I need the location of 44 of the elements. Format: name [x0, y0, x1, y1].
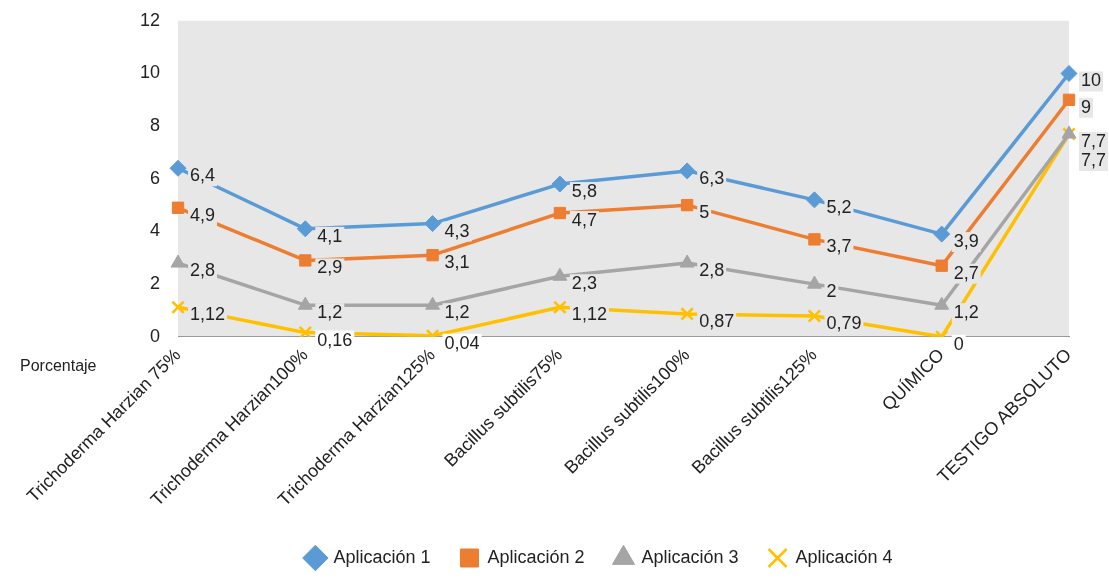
y-axis-title: Porcentaje — [20, 357, 97, 375]
data-label: 6,3 — [699, 167, 725, 188]
legend-label: Aplicación 2 — [487, 546, 585, 567]
data-label: 7,7 — [1081, 150, 1107, 171]
data-label: 0,16 — [317, 329, 353, 350]
data-label: 0,79 — [826, 312, 862, 333]
y-tick-label: 12 — [139, 9, 161, 30]
data-label: 4,1 — [317, 225, 343, 246]
data-label: 5 — [699, 202, 710, 223]
data-label: 1,2 — [317, 302, 343, 323]
y-tick-label: 2 — [150, 273, 161, 294]
data-label: 5,8 — [571, 181, 597, 202]
data-label: 2,8 — [190, 260, 216, 281]
data-label: 3,1 — [444, 252, 470, 273]
data-label: 2,8 — [699, 260, 725, 281]
data-label: 4,7 — [571, 210, 597, 231]
data-label: 2,7 — [953, 262, 979, 283]
legend-label: Aplicación 4 — [795, 546, 893, 567]
data-label: 0,87 — [699, 310, 735, 331]
y-tick-label: 6 — [150, 167, 161, 188]
data-label: 7,7 — [1081, 131, 1107, 152]
legend-label: Aplicación 1 — [333, 546, 431, 567]
data-label: 4,9 — [190, 204, 216, 225]
data-label: 4,3 — [444, 220, 470, 241]
data-label: 6,4 — [190, 165, 216, 186]
data-label: 3,7 — [826, 236, 852, 257]
data-label: 5,2 — [826, 196, 852, 217]
data-label: 1,12 — [190, 304, 226, 325]
data-label: 0,04 — [444, 332, 480, 353]
data-label: 1,12 — [571, 304, 607, 325]
legend-label: Aplicación 3 — [641, 546, 739, 567]
y-tick-label: 10 — [139, 62, 161, 83]
data-label: 3,9 — [953, 231, 979, 252]
y-tick-label: 4 — [150, 220, 161, 241]
data-label: 1,2 — [444, 302, 470, 323]
data-label: 2,3 — [571, 273, 597, 294]
data-label: 9 — [1081, 96, 1092, 117]
data-label: 2 — [826, 281, 837, 302]
data-label: 0 — [953, 333, 964, 354]
y-tick-label: 8 — [150, 115, 161, 136]
data-label: 10 — [1081, 70, 1102, 91]
y-tick-label: 0 — [150, 325, 161, 346]
data-label: 2,9 — [317, 257, 343, 278]
data-label: 1,2 — [953, 302, 979, 323]
